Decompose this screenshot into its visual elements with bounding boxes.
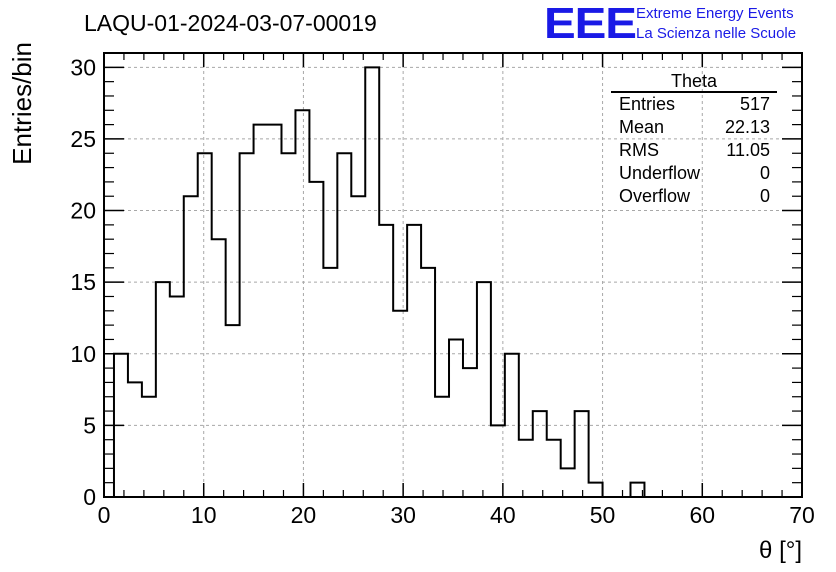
stats-label: Underflow: [619, 163, 701, 183]
histogram-bin: [128, 382, 142, 497]
histogram-bin: [281, 153, 295, 497]
histogram-bin: [547, 440, 561, 497]
statistics-box: Theta Entries 517 Mean 22.13 RMS 11.05 U…: [611, 70, 777, 208]
histogram-bin: [198, 153, 212, 497]
histogram-bin: [435, 397, 449, 497]
stats-label: Entries: [619, 94, 676, 114]
histogram-bin: [589, 483, 603, 497]
histogram-bin: [533, 411, 547, 497]
histogram-bin: [365, 67, 379, 497]
stats-row-mean: Mean 22.13: [611, 116, 777, 139]
y-tick-label: 0: [83, 484, 96, 510]
x-tick-label: 10: [191, 502, 217, 528]
histogram-bin: [393, 311, 407, 497]
histogram-bin: [268, 125, 282, 497]
y-tick-label: 10: [70, 341, 96, 367]
histogram-bin: [226, 325, 240, 497]
stats-value: 22.13: [724, 117, 770, 137]
histogram-bin: [184, 196, 198, 497]
histogram-bin: [295, 110, 309, 497]
histogram-bin: [421, 268, 435, 497]
stats-value: 11.05: [726, 140, 770, 160]
x-tick-label: 20: [291, 502, 317, 528]
histogram-bin: [240, 153, 254, 497]
y-tick-label: 30: [70, 54, 96, 80]
stats-value: 0: [759, 186, 770, 206]
grid-lines: [104, 53, 802, 497]
histogram-bin: [463, 368, 477, 497]
x-tick-label: 60: [689, 502, 715, 528]
histogram-bin: [142, 397, 156, 497]
histogram-bin: [254, 125, 268, 497]
eee-logo: EEE: [544, 0, 637, 48]
y-tick-label: 20: [70, 198, 96, 224]
x-tick-label: 70: [789, 502, 815, 528]
stats-label: Mean: [619, 117, 665, 137]
tick-labels: 0 10 20 30 40 50 60 70 0 5 10 15 20 25 30: [70, 54, 814, 528]
histogram-bin: [449, 339, 463, 497]
stats-row-entries: Entries 517: [611, 93, 777, 116]
histogram-bin: [575, 411, 589, 497]
histogram-bin: [212, 239, 226, 497]
stats-row-underflow: Underflow 0: [611, 162, 777, 185]
stats-value: 0: [759, 163, 770, 183]
histogram-bin: [323, 268, 337, 497]
x-tick-label: 0: [98, 502, 111, 528]
histogram-bin: [156, 282, 170, 497]
histogram-bin: [170, 296, 184, 497]
x-tick-label: 30: [390, 502, 416, 528]
histogram-bin: [337, 153, 351, 497]
histogram-bin: [379, 225, 393, 497]
histogram-bin: [477, 282, 491, 497]
histogram-bin: [351, 196, 365, 497]
logo-subtitle-line1: Extreme Energy Events: [636, 5, 794, 22]
histogram-bin: [407, 225, 421, 497]
plot-frame: [103, 52, 803, 498]
stats-label: RMS: [619, 140, 659, 160]
histogram-outline: [112, 66, 646, 498]
stats-title: Theta: [611, 70, 777, 93]
stats-row-overflow: Overflow 0: [611, 185, 777, 208]
axis-ticks: [103, 52, 803, 498]
y-tick-label: 15: [70, 269, 96, 295]
y-tick-label: 5: [83, 412, 96, 438]
x-tick-label: 40: [490, 502, 516, 528]
histogram-bin: [309, 182, 323, 497]
y-tick-label: 25: [70, 126, 96, 152]
histogram-bars: [112, 66, 646, 498]
stats-value: 517: [739, 94, 770, 114]
stats-row-rms: RMS 11.05: [611, 139, 777, 162]
histogram-bin: [519, 440, 533, 497]
logo-subtitle-line2: La Scienza nelle Scuole: [636, 25, 797, 42]
x-tick-label: 50: [590, 502, 616, 528]
x-axis-label: θ [°]: [759, 537, 802, 564]
y-axis-label: Entries/bin: [7, 42, 37, 165]
run-title: LAQU-01-2024-03-07-00019: [84, 10, 377, 36]
stats-label: Overflow: [619, 186, 691, 206]
